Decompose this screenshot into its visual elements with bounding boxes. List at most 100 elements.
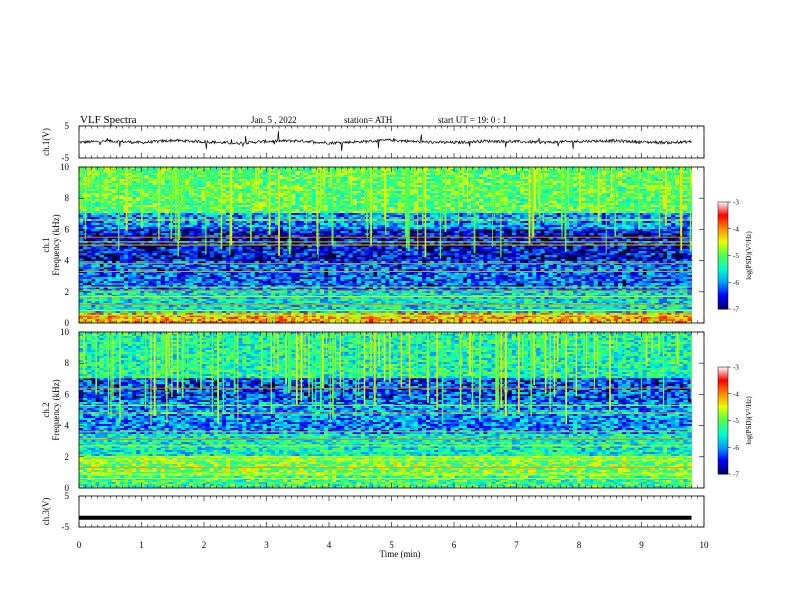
ch1-spectrogram-cell bbox=[213, 215, 219, 218]
ch1-spectrogram-cell bbox=[209, 321, 215, 324]
ch1-spectrogram-cell bbox=[99, 249, 104, 252]
ch1-spectrogram-cell bbox=[148, 185, 153, 188]
ch1-spectrogram-cell bbox=[95, 311, 100, 314]
ch1-spectrogram-cell bbox=[258, 205, 264, 208]
ch1-spectrogram-cell bbox=[107, 293, 113, 296]
ch1-spectrogram-cell bbox=[103, 297, 108, 300]
ch1-spectrogram-cell bbox=[242, 315, 247, 318]
ch1-spectrogram-cell bbox=[205, 305, 211, 308]
ch1-spectrogram-cell bbox=[156, 251, 162, 254]
ch1-spectrogram-cell bbox=[111, 197, 117, 200]
ch1-spectrogram-cell bbox=[185, 167, 190, 170]
ch1-spectrogram-cell bbox=[172, 315, 178, 318]
ch1-spectrogram-cell bbox=[275, 267, 280, 270]
ch1-spectrogram-cell bbox=[238, 195, 243, 198]
ch1-spectrogram-cell bbox=[238, 203, 243, 206]
ch1-spectrogram-cell bbox=[246, 265, 251, 268]
ch1-spectrogram-cell bbox=[270, 181, 276, 184]
ch1-spectrogram-cell bbox=[111, 209, 117, 212]
ch1-spectrogram-cell bbox=[193, 213, 198, 216]
ch1-spectrogram-cell bbox=[107, 233, 113, 236]
ch1-spectrogram-cell bbox=[111, 313, 117, 316]
ch1-spectrogram-cell bbox=[250, 263, 255, 266]
ch1-spectrogram-cell bbox=[324, 267, 329, 270]
ch1-spectrogram-cell bbox=[205, 265, 211, 268]
ch1-spectrogram-cell bbox=[234, 265, 239, 268]
ch1-spectrogram-cell bbox=[238, 183, 243, 186]
ch1-spectrogram-cell bbox=[172, 251, 178, 254]
ch1-spectrogram-cell bbox=[250, 167, 255, 170]
ch1-spectrogram-cell bbox=[172, 321, 178, 324]
ch1-spectrogram-cell bbox=[172, 227, 178, 230]
ch1-spectrogram-cell bbox=[193, 225, 198, 228]
ch1-spectrogram-cell bbox=[213, 211, 219, 214]
ch1-spectrogram-cell bbox=[136, 237, 141, 240]
ch1-spectrogram-cell bbox=[168, 299, 174, 302]
ch1-spectrogram-cell bbox=[123, 249, 129, 252]
ch1-spectrogram-cell bbox=[152, 211, 157, 214]
ch1-spectrogram-cell bbox=[275, 203, 280, 206]
ch1-spectrogram-cell bbox=[156, 247, 162, 250]
ch1-spectrogram-cell bbox=[238, 255, 243, 258]
ch1-spectrogram-cell bbox=[132, 201, 137, 204]
ch1-spectrogram-cell bbox=[205, 273, 211, 276]
ch1-spectrogram-cell bbox=[275, 313, 280, 316]
ch1-spectrogram-cell bbox=[275, 261, 280, 264]
ch1-spectrogram-cell bbox=[193, 173, 198, 176]
ch1-spectrogram-cell bbox=[201, 201, 206, 204]
ch1-spectrogram-cell bbox=[209, 301, 215, 304]
ch1-spectrogram-cell bbox=[356, 253, 362, 256]
ch1-spectrogram-cell bbox=[119, 283, 125, 286]
ch1-spectrogram-cell bbox=[164, 279, 170, 282]
ch1-spectrogram-cell bbox=[217, 245, 223, 248]
ch1-spectrogram-cell bbox=[189, 297, 194, 300]
ch1-spectrogram-cell bbox=[258, 185, 264, 188]
ch1-spectrogram-cell bbox=[177, 245, 182, 248]
ch1-spectrogram-cell bbox=[254, 193, 260, 196]
ch1-spectrogram-cell bbox=[226, 217, 231, 220]
ch1-spectrogram-cell bbox=[160, 291, 166, 294]
ch1-spectrogram-cell bbox=[111, 193, 117, 196]
ch1-spectrogram-cell bbox=[275, 297, 280, 300]
ch1-spectrogram-cell bbox=[111, 195, 117, 198]
ch1-spectrogram-cell bbox=[107, 249, 113, 252]
ch1-spectrogram-cell bbox=[303, 275, 309, 278]
ch1-spectrogram-cell bbox=[189, 311, 194, 314]
ch1-spectrogram-cell bbox=[136, 269, 141, 272]
ch1-spectrogram-cell bbox=[107, 189, 113, 192]
ch1-spectrogram-cell bbox=[123, 279, 129, 282]
ch1-spectrogram-cell bbox=[205, 297, 211, 300]
ch1-spectrogram-cell bbox=[115, 321, 121, 324]
ch1-spectrogram-cell bbox=[148, 169, 153, 172]
ch1-spectrogram-cell bbox=[238, 239, 243, 242]
ch1-spectrogram-cell bbox=[238, 191, 243, 194]
ch1-spectrogram-cell bbox=[103, 193, 108, 196]
ch1-spectrogram-cell bbox=[201, 245, 206, 248]
ch1-spectrogram-cell bbox=[258, 211, 264, 214]
ch1-spectrogram-cell bbox=[185, 297, 190, 300]
ch1-spectrogram-cell bbox=[193, 307, 198, 310]
ch1-spectrogram-cell bbox=[197, 199, 202, 202]
ch1-spectrogram-cell bbox=[111, 173, 117, 176]
ch1-spectrogram-cell bbox=[132, 195, 137, 198]
ch1-spectrogram-cell bbox=[172, 211, 178, 214]
ch1-spectrogram-cell bbox=[99, 319, 104, 322]
ch1-spectrogram-cell bbox=[246, 299, 251, 302]
ch1-spectrogram-cell bbox=[95, 253, 100, 256]
ch1-spectrogram-cell bbox=[270, 245, 276, 248]
ch1-spectrogram-cell bbox=[103, 239, 108, 242]
ch1-spectrogram-cell bbox=[144, 279, 149, 282]
ch1-spectrogram-cell bbox=[254, 269, 260, 272]
ch1-spectrogram-cell bbox=[83, 291, 88, 294]
ch1-spectrogram-cell bbox=[144, 291, 149, 294]
ch1-spectrogram-cell bbox=[115, 251, 121, 254]
ch1-spectrogram-cell bbox=[213, 189, 219, 192]
ch1-spectrogram-cell bbox=[148, 189, 153, 192]
ch1-spectrogram-cell bbox=[262, 207, 268, 210]
ch1-spectrogram-cell bbox=[328, 273, 333, 276]
ch1-spectrogram-cell bbox=[164, 199, 170, 202]
ch1-spectrogram-cell bbox=[197, 307, 202, 310]
ch1-spectrogram-cell bbox=[246, 223, 251, 226]
ch1-spectrogram-cell bbox=[103, 217, 108, 220]
ch1-spectrogram-cell bbox=[128, 197, 133, 200]
